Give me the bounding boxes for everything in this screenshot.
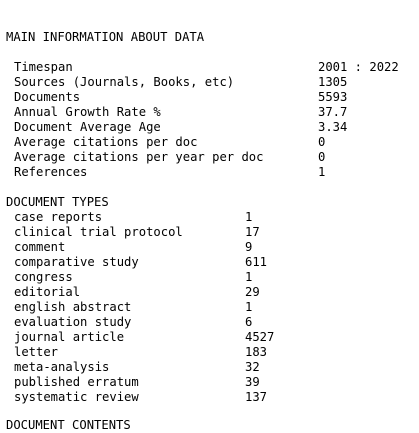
main-info-value: 5593 xyxy=(318,90,348,104)
doc-type-label: english abstract xyxy=(14,300,132,314)
doc-type-label: systematic review xyxy=(14,390,139,404)
doc-type-label: comment xyxy=(14,240,66,254)
doc-type-label: clinical trial protocol xyxy=(14,225,183,239)
doc-type-value: 17 xyxy=(245,225,260,239)
doc-type-value: 1 xyxy=(245,270,253,284)
doc-type-value: 29 xyxy=(245,285,260,299)
doc-type-value: 611 xyxy=(245,255,268,269)
doc-type-value: 1 xyxy=(245,210,253,224)
main-info-value: 2001 : 2022 xyxy=(318,60,399,74)
doc-type-value: 4527 xyxy=(245,330,275,344)
main-info-label: Average citations per year per doc xyxy=(14,150,264,164)
doc-type-label: evaluation study xyxy=(14,315,132,329)
main-info-value: 0 xyxy=(318,135,326,149)
main-info-value: 1305 xyxy=(318,75,348,89)
main-info-label: References xyxy=(14,165,88,179)
doc-type-value: 9 xyxy=(245,240,253,254)
main-info-value: 1 xyxy=(318,165,326,179)
main-info-label: Documents xyxy=(14,90,81,104)
doc-type-value: 137 xyxy=(245,390,268,404)
doc-type-value: 1 xyxy=(245,300,253,314)
doc-type-label: letter xyxy=(14,345,59,359)
doc-type-label: congress xyxy=(14,270,73,284)
main-info-label: Document Average Age xyxy=(14,120,161,134)
doc-type-label: published erratum xyxy=(14,375,139,389)
doc-type-value: 6 xyxy=(245,315,253,329)
main-info-heading: MAIN INFORMATION ABOUT DATA xyxy=(6,30,205,44)
document-types-heading: DOCUMENT TYPES xyxy=(6,195,109,209)
doc-type-label: meta-analysis xyxy=(14,360,110,374)
main-info-label: Annual Growth Rate % xyxy=(14,105,161,119)
main-info-value: 37.7 xyxy=(318,105,348,119)
doc-type-value: 32 xyxy=(245,360,260,374)
main-info-label: Timespan xyxy=(14,60,73,74)
doc-type-label: case reports xyxy=(14,210,103,224)
doc-type-value: 183 xyxy=(245,345,268,359)
doc-type-label: editorial xyxy=(14,285,81,299)
doc-type-label: journal article xyxy=(14,330,125,344)
doc-type-value: 39 xyxy=(245,375,260,389)
main-info-value: 3.34 xyxy=(318,120,348,134)
doc-type-label: comparative study xyxy=(14,255,139,269)
main-info-label: Average citations per doc xyxy=(14,135,198,149)
main-info-label: Sources (Journals, Books, etc) xyxy=(14,75,235,89)
main-info-value: 0 xyxy=(318,150,326,164)
document-contents-heading: DOCUMENT CONTENTS xyxy=(6,418,131,432)
